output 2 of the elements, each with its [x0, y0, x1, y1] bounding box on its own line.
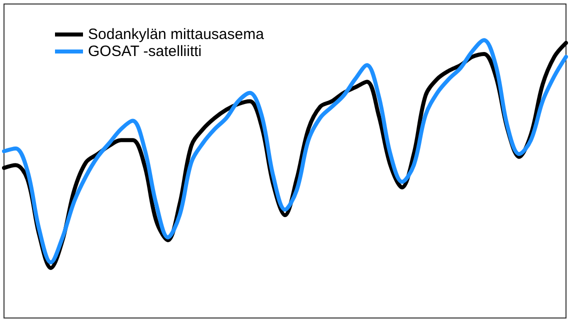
legend-label: Sodankylän mittausasema	[88, 26, 265, 43]
legend-label: GOSAT -satelliitti	[88, 43, 202, 60]
